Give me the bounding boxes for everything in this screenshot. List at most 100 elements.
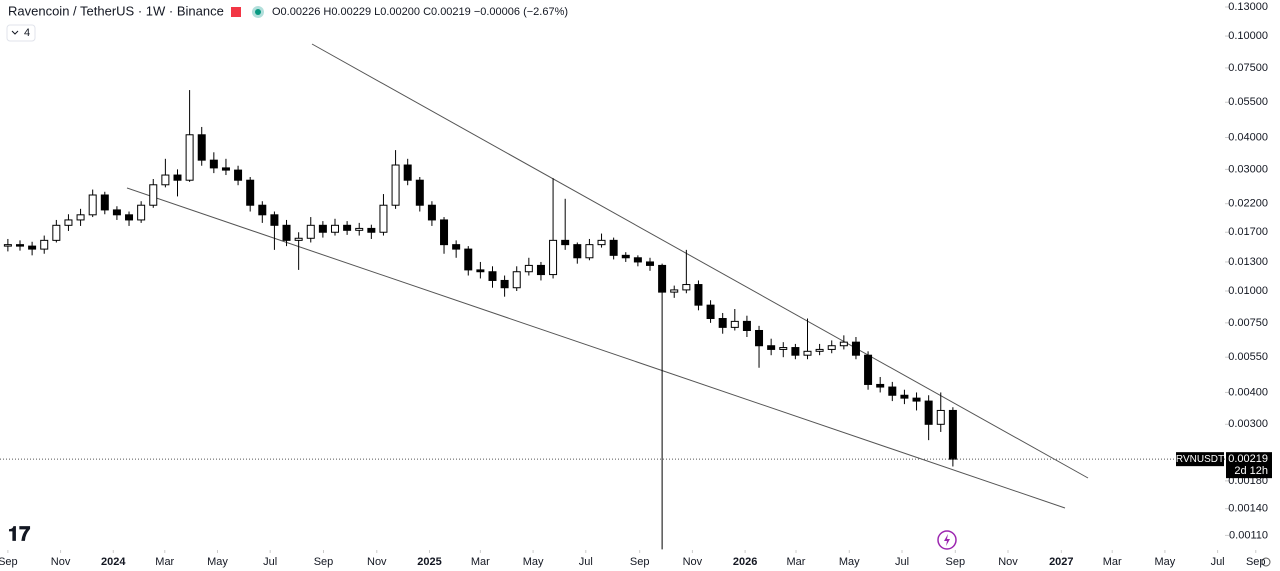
lightning-icon[interactable] <box>937 530 957 550</box>
candle-body <box>76 214 85 221</box>
x-tick-label: Nov <box>998 556 1018 568</box>
candle-body <box>88 194 97 216</box>
y-tick-label: 0.03000 <box>1228 163 1268 175</box>
x-tick-label: Sep <box>314 556 334 568</box>
candle-body <box>173 174 182 181</box>
candle-body <box>718 318 727 328</box>
candle-body <box>512 271 521 289</box>
candle-body <box>3 244 12 247</box>
indicator-toggle[interactable] <box>6 24 36 42</box>
candle-body <box>488 271 497 281</box>
candle-body <box>851 341 860 356</box>
candle-body <box>403 164 412 181</box>
candle-body <box>112 209 121 216</box>
candle-body <box>755 329 764 347</box>
candle-body <box>52 224 61 241</box>
status-dot <box>255 9 261 15</box>
x-tick-label: Sep <box>1246 556 1266 568</box>
symbol-title: Ravencoin / TetherUS · 1W · Binance <box>8 3 224 18</box>
x-tick-label: Sep <box>630 556 650 568</box>
settings-icon[interactable] <box>1261 557 1271 567</box>
candle-body <box>779 347 788 350</box>
candle-body <box>427 204 436 221</box>
candle-body <box>464 248 473 271</box>
candles <box>3 90 957 550</box>
candle-body <box>149 184 158 206</box>
candle-body <box>912 397 921 402</box>
candle-body <box>391 164 400 206</box>
candle-body <box>125 214 134 221</box>
trend-line-lower <box>126 187 1066 509</box>
y-tick-label: 0.05500 <box>1228 96 1268 108</box>
candle-body <box>367 227 376 233</box>
lightning-bolt <box>944 534 950 546</box>
candle-body <box>270 214 279 226</box>
x-tick-label: Jul <box>579 556 593 568</box>
x-tick-label: Sep <box>0 556 18 568</box>
y-tick-label: 0.01000 <box>1228 285 1268 297</box>
candle-body <box>234 169 243 181</box>
candle-body <box>28 245 37 250</box>
candle-body <box>767 345 776 350</box>
candle-body <box>343 224 352 231</box>
symbol-tag: RVNUSDT <box>1176 454 1224 465</box>
x-tick-label: May <box>207 556 228 568</box>
candle-body <box>585 244 594 259</box>
candle-body <box>185 134 194 181</box>
candle-body <box>633 257 642 263</box>
y-tick-label: 0.00400 <box>1228 386 1268 398</box>
candle-body <box>597 239 606 246</box>
candle-body <box>742 320 751 331</box>
x-tick-label: Sep <box>946 556 966 568</box>
candle-body <box>549 239 558 276</box>
candle-body <box>839 341 848 347</box>
candle-body <box>658 264 667 293</box>
y-tick-label: 0.13000 <box>1228 1 1268 13</box>
candle-body <box>682 284 691 291</box>
candle-body <box>161 174 170 186</box>
flag-icon <box>231 7 241 17</box>
candle-body <box>476 269 485 273</box>
candle-body <box>730 320 739 328</box>
candle-body <box>221 167 230 171</box>
y-tick-label: 0.00750 <box>1228 317 1268 329</box>
y-tick-label: 0.00300 <box>1228 418 1268 430</box>
y-tick-label: 0.07500 <box>1228 62 1268 74</box>
candle-body <box>670 289 679 293</box>
candle-body <box>876 383 885 388</box>
x-tick-label: Jul <box>895 556 909 568</box>
x-tick-label: 2027 <box>1049 556 1073 568</box>
ohlc-quote: O0.00226 H0.00229 L0.00200 C0.00219 −0.0… <box>272 6 568 18</box>
y-tick-label: 0.00110 <box>1229 529 1268 541</box>
candle-body <box>282 224 291 241</box>
candle-body <box>209 159 218 169</box>
candle-body <box>524 264 533 273</box>
candle-body <box>500 279 509 289</box>
candle-body <box>645 261 654 266</box>
candle-body <box>827 345 836 350</box>
x-tick-label: Mar <box>471 556 490 568</box>
candle-body <box>137 204 146 221</box>
candle-body <box>330 224 339 233</box>
candle-body <box>379 204 388 233</box>
x-tick-label: May <box>839 556 860 568</box>
y-tick-label: 0.04000 <box>1228 131 1268 143</box>
candle-body <box>415 179 424 206</box>
x-tick-label: Nov <box>367 556 387 568</box>
candle-body <box>306 224 315 239</box>
x-tick-label: Mar <box>787 556 806 568</box>
candle-body <box>536 264 545 276</box>
x-tick-label: 2025 <box>417 556 441 568</box>
candle-body <box>609 239 618 256</box>
candle-body <box>573 244 582 259</box>
x-tick-label: Nov <box>683 556 703 568</box>
candle-body <box>948 409 957 460</box>
candle-body <box>197 134 206 161</box>
candle-body <box>294 237 303 241</box>
candle-body <box>452 244 461 250</box>
candle-body <box>100 194 109 211</box>
price-tag-bg <box>1226 452 1272 479</box>
indicator-count: 4 <box>24 27 30 39</box>
